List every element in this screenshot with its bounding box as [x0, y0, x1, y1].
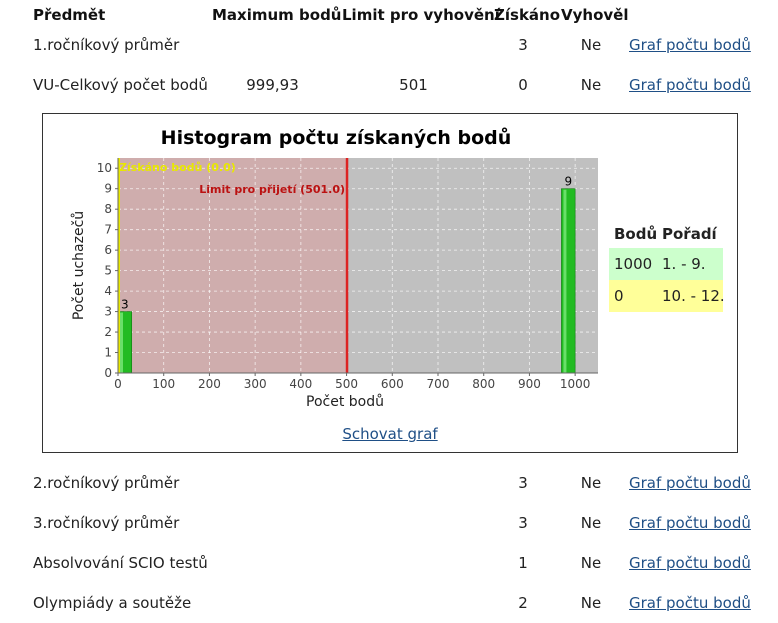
x-tick-label: 0: [114, 377, 122, 391]
ranking-points: 1000: [614, 255, 653, 273]
y-tick-label: 10: [97, 161, 112, 175]
row-obtained: 3: [518, 514, 528, 532]
below-limit-region: [118, 158, 348, 373]
y-tick-label: 2: [104, 325, 112, 339]
x-tick-label: 200: [198, 377, 221, 391]
x-tick-label: 800: [472, 377, 495, 391]
header-passed: Vyhověl: [561, 6, 629, 24]
row-obtained: 0: [518, 76, 528, 94]
table-row: VU-Celkový počet bodů 999,93 501 0 Ne Gr…: [0, 65, 778, 105]
x-tick-label: 100: [152, 377, 175, 391]
row-subject: VU-Celkový počet bodů: [33, 76, 208, 94]
graph-link[interactable]: Graf počtu bodů: [629, 474, 751, 492]
row-limit: 501: [399, 76, 428, 94]
row-subject: 2.ročníkový průměr: [33, 474, 180, 492]
ranking-points: 0: [614, 287, 624, 305]
row-obtained: 3: [518, 474, 528, 492]
graph-link[interactable]: Graf počtu bodů: [629, 36, 751, 54]
obtained-points-label: Získáno bodů (0.0): [119, 161, 236, 174]
x-tick-label: 900: [518, 377, 541, 391]
x-tick-label: 500: [335, 377, 358, 391]
row-passed: Ne: [580, 76, 602, 94]
ranking-header: Bodů Pořadí: [609, 220, 723, 248]
x-tick-label: 300: [244, 377, 267, 391]
ranking-row: 0 10. - 12.: [609, 280, 725, 312]
graph-link[interactable]: Graf počtu bodů: [629, 76, 751, 94]
bar-value-label: 3: [121, 298, 129, 312]
row-passed: Ne: [580, 594, 602, 612]
x-tick-label: 700: [427, 377, 450, 391]
histogram-bar-highlight: [120, 312, 123, 373]
y-tick-label: 5: [104, 264, 112, 278]
row-passed: Ne: [580, 514, 602, 532]
row-passed: Ne: [580, 554, 602, 572]
bar-value-label: 9: [564, 175, 572, 189]
histogram-bar-highlight: [563, 189, 567, 373]
y-tick-label: 0: [104, 366, 112, 380]
graph-link[interactable]: Graf počtu bodů: [629, 594, 751, 612]
table-row: Olympiády a soutěže 2 Ne Graf počtu bodů: [0, 583, 778, 623]
ranking-table: Bodů Pořadí 1000 1. - 9. 0 10. - 12.: [609, 220, 725, 312]
table-row: 1.ročníkový průměr 3 Ne Graf počtu bodů: [0, 25, 778, 65]
ranking-header-rank: Pořadí: [662, 225, 717, 243]
x-tick-label: 600: [381, 377, 404, 391]
header-max-points: Maximum bodů: [212, 6, 342, 24]
row-obtained: 3: [518, 36, 528, 54]
x-axis-title: Počet bodů: [306, 394, 384, 410]
x-tick-label: 400: [289, 377, 312, 391]
header-limit: Limit pro vyhovění: [342, 6, 500, 24]
y-tick-label: 9: [104, 182, 112, 196]
table-row: 2.ročníkový průměr 3 Ne Graf počtu bodů: [0, 463, 778, 503]
table-row: Absolvování SCIO testů 1 Ne Graf počtu b…: [0, 543, 778, 583]
y-tick-label: 7: [104, 223, 112, 237]
row-subject: 1.ročníkový průměr: [33, 36, 180, 54]
ranking-header-points: Bodů: [614, 225, 658, 243]
y-tick-label: 4: [104, 284, 112, 298]
chart-title: Histogram počtu získaných bodů: [161, 126, 512, 149]
graph-link[interactable]: Graf počtu bodů: [629, 514, 751, 532]
y-tick-label: 6: [104, 243, 112, 257]
row-subject: 3.ročníkový průměr: [33, 514, 180, 532]
header-subject: Předmět: [33, 6, 106, 24]
ranking-rank: 10. - 12.: [662, 287, 725, 305]
header-obtained: Získáno: [494, 6, 561, 24]
row-subject: Absolvování SCIO testů: [33, 554, 208, 572]
row-passed: Ne: [580, 36, 602, 54]
table-row: 3.ročníkový průměr 3 Ne Graf počtu bodů: [0, 503, 778, 543]
y-axis-title: Počet uchazečů: [71, 211, 87, 320]
row-obtained: 2: [518, 594, 528, 612]
row-passed: Ne: [580, 474, 602, 492]
row-obtained: 1: [518, 554, 528, 572]
chart-panel: Histogram počtu získaných bodů 3 9 Získáno …: [42, 113, 738, 453]
hide-graph-link[interactable]: Schovat graf: [342, 425, 438, 443]
row-max-points: 999,93: [246, 76, 299, 94]
graph-link[interactable]: Graf počtu bodů: [629, 554, 751, 572]
ranking-rank: 1. - 9.: [662, 255, 706, 273]
histogram-svg: Histogram počtu získaných bodů 3 9 Získáno …: [71, 126, 598, 410]
y-tick-label: 1: [104, 346, 112, 360]
histogram-chart: Histogram počtu získaných bodů 3 9 Získáno …: [61, 122, 611, 422]
ranking-row: 1000 1. - 9.: [609, 248, 723, 280]
y-tick-label: 8: [104, 202, 112, 216]
x-tick-label: 1000: [560, 377, 591, 391]
y-tick-label: 3: [104, 305, 112, 319]
limit-label: Limit pro přijetí (501.0): [199, 183, 345, 196]
row-subject: Olympiády a soutěže: [33, 594, 192, 612]
